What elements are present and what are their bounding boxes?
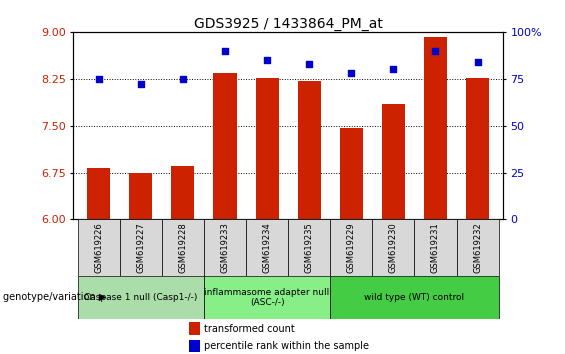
Text: percentile rank within the sample: percentile rank within the sample (205, 341, 370, 351)
Text: Caspase 1 null (Casp1-/-): Caspase 1 null (Casp1-/-) (84, 293, 198, 302)
Bar (204, 219, 246, 276)
Bar (457, 219, 499, 276)
Text: GSM619230: GSM619230 (389, 222, 398, 273)
Bar (382, 104, 405, 219)
Bar (466, 78, 489, 219)
Bar (415, 219, 457, 276)
Point (389, 67, 398, 72)
Bar (189, 322, 200, 335)
Bar (331, 219, 372, 276)
Point (263, 57, 272, 63)
Bar (87, 168, 110, 219)
Point (136, 81, 145, 87)
Bar (340, 128, 363, 219)
Point (94, 76, 103, 81)
Bar (255, 78, 279, 219)
Text: GSM619234: GSM619234 (263, 222, 272, 273)
Text: GSM619235: GSM619235 (305, 222, 314, 273)
Point (305, 61, 314, 67)
Bar (189, 340, 200, 352)
Text: GSM619228: GSM619228 (179, 222, 188, 273)
Bar (372, 219, 415, 276)
Text: GSM619232: GSM619232 (473, 222, 482, 273)
Point (179, 76, 188, 81)
Bar (171, 166, 194, 219)
Text: inflammasome adapter null
(ASC-/-): inflammasome adapter null (ASC-/-) (205, 288, 330, 307)
Text: wild type (WT) control: wild type (WT) control (364, 293, 464, 302)
Bar (162, 219, 204, 276)
Text: transformed count: transformed count (205, 324, 295, 333)
Bar (120, 219, 162, 276)
Bar (129, 172, 153, 219)
Point (431, 48, 440, 53)
Bar (77, 276, 204, 319)
Point (347, 70, 356, 76)
Point (220, 48, 229, 53)
Bar (424, 37, 447, 219)
Bar (204, 276, 331, 319)
Bar (288, 219, 331, 276)
Text: GSM619231: GSM619231 (431, 222, 440, 273)
Text: GSM619229: GSM619229 (347, 222, 356, 273)
Bar (298, 81, 321, 219)
Text: genotype/variation ▶: genotype/variation ▶ (3, 292, 106, 302)
Point (473, 59, 482, 65)
Text: GSM619227: GSM619227 (136, 222, 145, 273)
Text: GSM619233: GSM619233 (220, 222, 229, 273)
Title: GDS3925 / 1433864_PM_at: GDS3925 / 1433864_PM_at (194, 17, 383, 31)
Text: GSM619226: GSM619226 (94, 222, 103, 273)
Bar (214, 73, 237, 219)
Bar (77, 219, 120, 276)
Bar (331, 276, 499, 319)
Bar (246, 219, 288, 276)
